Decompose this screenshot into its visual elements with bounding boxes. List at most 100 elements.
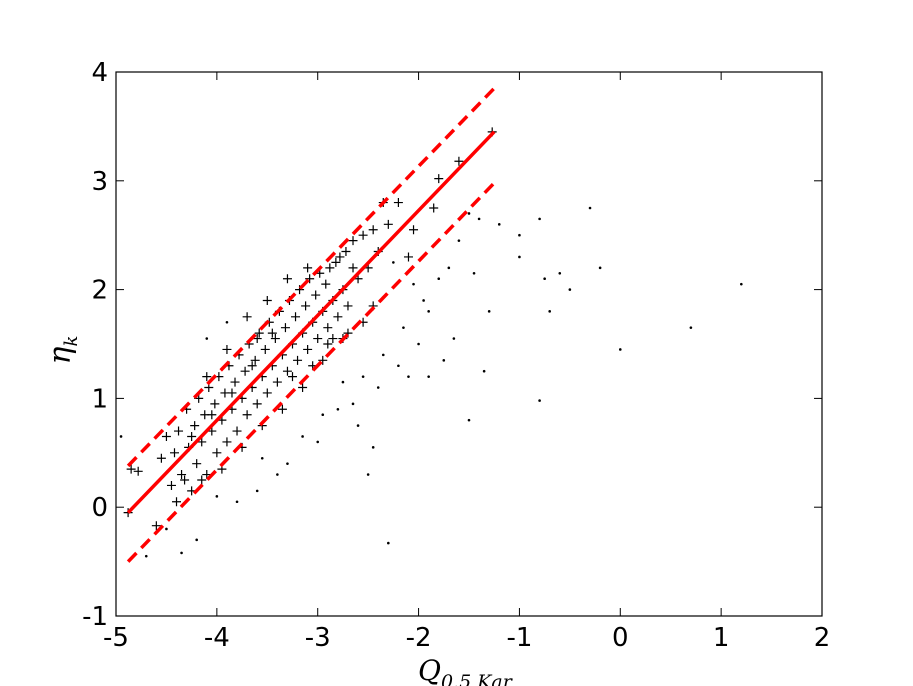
x-tick-labels: -5 -4 -3 -2 -1 0 1 2 bbox=[103, 623, 830, 653]
dot-marker bbox=[371, 446, 375, 449]
cross-marker bbox=[202, 470, 212, 480]
fit-line bbox=[126, 130, 496, 514]
dot-marker bbox=[376, 386, 380, 389]
dot-marker bbox=[195, 538, 198, 542]
cross-marker bbox=[313, 334, 323, 344]
dot-marker bbox=[387, 541, 390, 545]
cross-marker bbox=[252, 334, 262, 344]
cross-marker bbox=[321, 279, 331, 289]
dot-marker bbox=[427, 310, 430, 313]
cross-marker bbox=[267, 328, 277, 338]
cross-marker bbox=[190, 421, 200, 431]
cross-marker bbox=[250, 355, 260, 365]
plot-area bbox=[115, 71, 823, 617]
cross-marker bbox=[260, 344, 270, 354]
cross-marker bbox=[197, 475, 207, 485]
dot-marker bbox=[548, 310, 551, 313]
dot-marker bbox=[482, 369, 486, 373]
dot-marker bbox=[427, 375, 430, 378]
dot-marker bbox=[538, 217, 541, 221]
dot-marker bbox=[402, 326, 405, 329]
cross-marker bbox=[254, 328, 264, 338]
cross-marker bbox=[192, 459, 202, 469]
cross-marker bbox=[151, 521, 161, 531]
dot-marker bbox=[286, 462, 289, 465]
cross-marker bbox=[230, 377, 240, 387]
y-tick-label: 1 bbox=[91, 384, 108, 414]
x-tick-label: 1 bbox=[713, 623, 730, 653]
dot-marker bbox=[543, 277, 546, 281]
cross-marker bbox=[434, 174, 444, 184]
cross-marker bbox=[252, 399, 262, 409]
dot-marker bbox=[618, 348, 622, 351]
cross-marker bbox=[222, 437, 232, 447]
dot-marker bbox=[558, 271, 562, 275]
dot-marker bbox=[437, 277, 441, 281]
cross-marker bbox=[318, 355, 328, 365]
dot-marker bbox=[472, 271, 476, 275]
dot-marker bbox=[397, 364, 400, 368]
cross-marker bbox=[222, 344, 232, 354]
confidence-line bbox=[126, 181, 496, 563]
dot-marker bbox=[518, 255, 521, 259]
dot-marker bbox=[598, 266, 602, 270]
dot-marker bbox=[276, 473, 279, 476]
y-axis-label-sub: k bbox=[61, 336, 82, 347]
cross-marker bbox=[227, 388, 237, 398]
cross-marker bbox=[301, 301, 311, 311]
cross-marker bbox=[126, 464, 136, 474]
cross-marker bbox=[212, 448, 222, 458]
cross-marker bbox=[343, 301, 353, 311]
cross-marker bbox=[172, 497, 182, 507]
dot-marker bbox=[351, 402, 355, 406]
cross-marker bbox=[242, 312, 252, 322]
cross-marker bbox=[293, 355, 303, 365]
dot-marker bbox=[487, 310, 491, 313]
cross-marker bbox=[210, 399, 220, 409]
y-tick-label: -1 bbox=[82, 602, 108, 632]
dot-marker bbox=[225, 320, 229, 324]
fit-lines bbox=[126, 87, 496, 563]
cross-marker bbox=[277, 404, 287, 414]
cross-marker bbox=[161, 431, 171, 441]
dot-marker bbox=[316, 440, 320, 444]
dot-marker bbox=[457, 239, 461, 242]
cross-marker bbox=[341, 247, 351, 257]
y-tick-label: 4 bbox=[91, 58, 108, 88]
cross-marker bbox=[166, 480, 176, 490]
dot-marker bbox=[538, 399, 541, 402]
x-tick-label: -2 bbox=[406, 623, 432, 653]
dot-marker bbox=[301, 435, 304, 438]
cross-marker bbox=[280, 323, 290, 333]
cross-marker bbox=[333, 312, 343, 322]
dot-marker bbox=[165, 527, 168, 531]
dot-marker bbox=[356, 424, 360, 427]
cross-marker bbox=[197, 437, 207, 447]
cross-marker bbox=[383, 219, 393, 229]
dot-marker bbox=[392, 261, 395, 264]
x-tick-label: -4 bbox=[204, 623, 230, 653]
cross-marker bbox=[270, 334, 280, 344]
dot-marker bbox=[417, 342, 420, 346]
dot-marker bbox=[588, 206, 592, 210]
cross-marker bbox=[207, 410, 217, 420]
cross-marker bbox=[331, 257, 341, 267]
x-tick-label: -3 bbox=[305, 623, 331, 653]
cross-marker bbox=[174, 426, 184, 436]
cross-marker bbox=[429, 203, 439, 213]
cross-marker bbox=[262, 388, 272, 398]
x-tick-label: 2 bbox=[814, 623, 831, 653]
dot-marker bbox=[235, 500, 239, 504]
x-axis-label-base: Q bbox=[418, 654, 441, 686]
dot-marker bbox=[215, 495, 219, 498]
dot-marker bbox=[467, 212, 471, 215]
cross-marker bbox=[305, 274, 315, 284]
cross-marker bbox=[325, 263, 335, 273]
dot-marker bbox=[336, 407, 340, 411]
y-tick-labels: -1 0 1 2 3 4 bbox=[82, 58, 108, 632]
dot-marker bbox=[381, 353, 385, 357]
cross-marker bbox=[177, 470, 187, 480]
x-tick-label: -5 bbox=[103, 623, 129, 653]
